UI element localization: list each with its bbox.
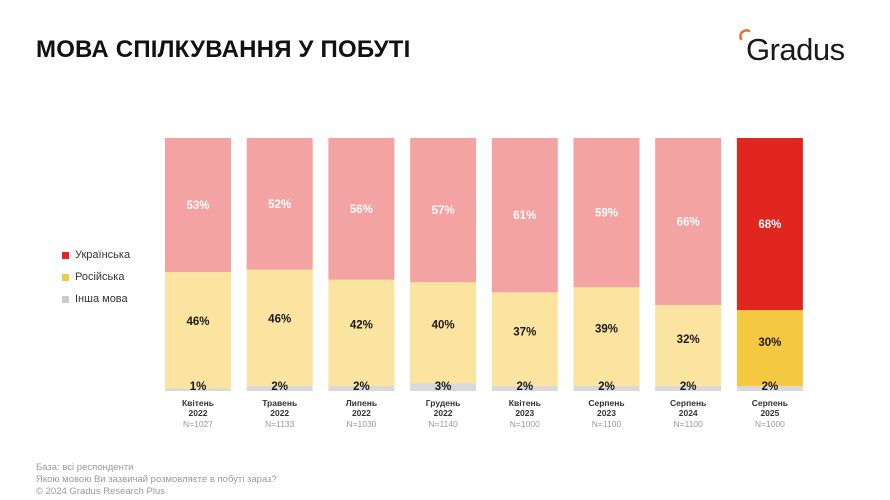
bar-ukrainian-0 <box>165 138 231 273</box>
value-label-russian-4: 37% <box>513 327 536 339</box>
value-label-other-3: 3% <box>435 381 452 393</box>
bar-ukrainian-7 <box>736 138 803 311</box>
category-label-year-4: 2023 <box>515 408 534 418</box>
bar-russian-2 <box>328 279 395 386</box>
bar-russian-0 <box>165 272 231 389</box>
value-label-russian-7: 30% <box>758 337 781 349</box>
logo-text: Gradus <box>746 32 845 67</box>
category-label-year-2: 2022 <box>352 408 371 418</box>
category-label-month-6: Серпень <box>670 398 706 408</box>
legend-label-ukrainian: Українська <box>75 249 131 261</box>
value-label-other-4: 2% <box>516 381 533 393</box>
category-label-n-6: N=1100 <box>674 419 704 429</box>
category-label-year-1: 2022 <box>270 408 289 418</box>
bar-other-0 <box>165 388 231 391</box>
category-label-n-5: N=1100 <box>592 419 622 429</box>
category-label-n-7: N=1000 <box>755 419 785 429</box>
value-label-russian-2: 42% <box>350 319 373 331</box>
value-label-other-1: 2% <box>271 381 288 393</box>
page-title: МОВА СПІЛКУВАННЯ У ПОБУТІ <box>36 36 411 63</box>
legend-item-russian: Російська <box>62 266 130 288</box>
bar-russian-4 <box>491 292 558 386</box>
bar-other-7 <box>736 385 803 391</box>
legend-swatch-ukrainian <box>62 251 69 259</box>
value-label-ukrainian-1: 52% <box>268 199 291 211</box>
legend-item-other: Інша мова <box>62 288 130 310</box>
value-label-other-0: 1% <box>190 381 207 393</box>
value-label-russian-6: 32% <box>677 334 700 346</box>
value-label-ukrainian-2: 56% <box>350 204 373 216</box>
bar-ukrainian-6 <box>655 138 722 305</box>
legend-swatch-russian <box>62 273 69 281</box>
bar-russian-7 <box>736 310 803 386</box>
legend-label-russian: Російська <box>75 271 125 283</box>
value-label-ukrainian-4: 61% <box>513 210 536 222</box>
category-label-month-0: Квітень <box>182 398 214 408</box>
value-label-ukrainian-5: 59% <box>595 208 618 220</box>
category-label-month-3: Грудень <box>426 398 461 408</box>
category-label-year-3: 2022 <box>434 408 453 418</box>
value-label-other-2: 2% <box>353 381 370 393</box>
bar-other-1 <box>246 385 313 391</box>
category-label-year-5: 2023 <box>597 408 616 418</box>
footer-question: Якою мовою Ви зазвичай розмовляєте в поб… <box>36 474 277 485</box>
logo-arc-icon <box>739 29 751 41</box>
category-label-month-7: Серпень <box>752 398 788 408</box>
value-label-other-7: 2% <box>762 381 779 393</box>
bar-ukrainian-2 <box>328 138 395 280</box>
category-label-month-1: Травень <box>262 398 297 408</box>
bar-ukrainian-1 <box>246 138 313 270</box>
category-label-month-4: Квітень <box>509 398 541 408</box>
bar-other-3 <box>410 383 477 391</box>
bar-other-6 <box>655 385 722 391</box>
bar-ukrainian-4 <box>491 138 558 293</box>
bar-russian-5 <box>573 287 640 386</box>
bar-ukrainian-5 <box>573 138 640 288</box>
value-label-ukrainian-6: 66% <box>677 216 700 228</box>
legend: Українська Російська Інша мова <box>62 244 130 310</box>
value-label-other-5: 2% <box>598 381 615 393</box>
bar-other-4 <box>491 385 558 391</box>
footer: База: всі респонденти Якою мовою Ви зазв… <box>36 462 277 498</box>
category-label-n-0: N=1027 <box>183 419 213 429</box>
value-label-ukrainian-3: 57% <box>432 205 455 217</box>
footer-copyright: © 2024 Gradus Research Plus <box>36 486 165 497</box>
value-label-russian-0: 46% <box>186 316 209 328</box>
category-label-month-2: Липень <box>346 398 377 408</box>
category-label-year-6: 2024 <box>679 408 698 418</box>
bar-other-2 <box>328 385 395 391</box>
legend-item-ukrainian: Українська <box>62 244 130 266</box>
value-label-ukrainian-0: 53% <box>186 200 209 212</box>
value-label-russian-1: 46% <box>268 313 291 325</box>
gradus-logo: Gradus <box>738 28 868 72</box>
bar-ukrainian-3 <box>410 138 477 283</box>
category-label-n-4: N=1000 <box>510 419 540 429</box>
category-label-month-5: Серпень <box>588 398 624 408</box>
category-label-n-2: N=1030 <box>346 419 376 429</box>
category-label-n-3: N=1140 <box>428 419 458 429</box>
value-label-russian-5: 39% <box>595 324 618 336</box>
value-label-ukrainian-7: 68% <box>758 219 781 231</box>
bar-other-5 <box>573 385 640 391</box>
category-label-n-1: N=1133 <box>265 419 295 429</box>
footer-base: База: всі респонденти <box>36 462 134 473</box>
bar-russian-6 <box>655 304 722 386</box>
value-label-russian-3: 40% <box>432 320 455 332</box>
legend-swatch-other <box>62 295 69 303</box>
category-label-year-7: 2025 <box>760 408 779 418</box>
value-label-other-6: 2% <box>680 381 697 393</box>
bar-russian-1 <box>246 269 313 386</box>
legend-label-other: Інша мова <box>75 293 128 305</box>
category-label-year-0: 2022 <box>189 408 208 418</box>
bar-russian-3 <box>410 282 477 384</box>
